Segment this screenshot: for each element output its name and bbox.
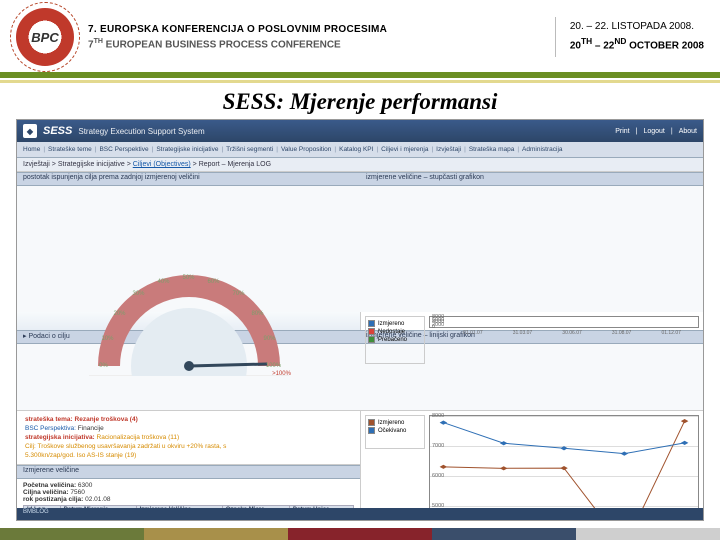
line-legend: IzmjerenoOčekivano <box>365 415 425 449</box>
conference-title-en: 7TH EUROPEAN BUSINESS PROCESS CONFERENCE <box>88 37 541 52</box>
legend-row: Izmjereno <box>368 419 422 426</box>
accent-bar-yellow <box>0 80 720 83</box>
gauge-tick-labels: 0% 10% 20% 30% 40% 50% 60% 70% 80% 90% 100% <box>89 266 289 375</box>
gauge-tick: 30% <box>132 291 144 297</box>
nav-item[interactable]: Katalog KPI <box>339 146 373 153</box>
slide-title: SESS: Mjerenje performansi <box>0 89 720 115</box>
accent-bar-green <box>0 72 720 78</box>
link-logout[interactable]: Logout <box>643 128 664 135</box>
nav-item[interactable]: Ciljevi i mjerenja <box>381 146 428 153</box>
nav-item[interactable]: Administracija <box>522 146 562 153</box>
gauge-tick: 0% <box>99 363 108 369</box>
nav-item[interactable]: Value Proposition <box>281 146 331 153</box>
app-brand: SESS <box>43 125 72 137</box>
app-nav: Home | Strateške teme | BSC Perspektive … <box>17 142 703 158</box>
panel-title-gauge: postotak ispunjenja cilja prema zadnjoj … <box>17 172 360 186</box>
gauge-tick: 50% <box>182 275 194 281</box>
line-panel: IzmjerenoOčekivano 300040005000600070008… <box>360 410 703 521</box>
legend-row: Očekivano <box>368 427 422 434</box>
table-meta: Početna veličina: 6300 Ciljna veličina: … <box>23 482 354 503</box>
gauge-tick: 60% <box>207 279 219 285</box>
panel-title-table: Izmjerene veličine <box>17 465 360 479</box>
bar-panel: IzmjerenoNedostajePrebačeno 020004000600… <box>360 312 703 330</box>
nav-item[interactable]: Strateška mapa <box>469 146 515 153</box>
conference-dates: 20. – 22. LISTOPADA 2008. 20TH – 22ND OC… <box>570 19 704 54</box>
app-logo-icon: ◆ <box>23 124 37 138</box>
app-titlebar: ◆ SESS Strategy Execution Support System… <box>17 120 703 142</box>
gauge-tick: 10% <box>101 336 113 342</box>
sess-app-window: ◆ SESS Strategy Execution Support System… <box>16 119 704 521</box>
bar-chart: 0200040006000800001.01.0731.03.0730.06.0… <box>429 316 699 328</box>
bar-legend: IzmjerenoNedostajePrebačeno <box>365 316 425 364</box>
dates-hr: 20. – 22. LISTOPADA 2008. <box>570 19 704 35</box>
gauge-chart: 0% 10% 20% 30% 40% 50% 60% 70% 80% 90% 100% >100% <box>89 266 289 376</box>
gauge-tick: 20% <box>113 311 125 317</box>
gauge-tick: 90% <box>263 336 275 342</box>
goal-details-panel: strateška tema: Rezanje troškova (4) BSC… <box>17 410 360 464</box>
link-print[interactable]: Print <box>615 128 629 135</box>
legend-row: Izmjereno <box>368 320 422 327</box>
footer-stripe <box>0 528 720 540</box>
gauge-over-label: >100% <box>272 371 291 377</box>
app-subtitle: Strategy Execution Support System <box>78 127 204 136</box>
nav-item[interactable]: Izvještaji <box>436 146 461 153</box>
conference-title-block: 7. EUROPSKA KONFERENCIJA O POSLOVNIM PRO… <box>88 22 541 52</box>
app-footer: BMBLOG <box>17 508 703 520</box>
nav-item[interactable]: BSC Perspektive <box>99 146 148 153</box>
nav-item[interactable]: Strateške teme <box>48 146 92 153</box>
gauge-tick: 100% <box>266 363 281 369</box>
conference-title-hr: 7. EUROPSKA KONFERENCIJA O POSLOVNIM PRO… <box>88 22 541 37</box>
nav-item[interactable]: Home <box>23 146 40 153</box>
header-divider <box>555 17 556 57</box>
breadcrumb: Izvještaji > Strategijske inicijative > … <box>17 158 703 172</box>
nav-item[interactable]: Tržišni segmenti <box>226 146 273 153</box>
dates-en: 20TH – 22ND OCTOBER 2008 <box>570 35 704 54</box>
legend-row: Nedostaje <box>368 328 422 335</box>
legend-row: Prebačeno <box>368 336 422 343</box>
panel-title-bars: izmjerene veličine – stupčasti grafikon <box>360 172 703 186</box>
conference-header: BPC 7. EUROPSKA KONFERENCIJA O POSLOVNIM… <box>0 0 720 70</box>
line-chart: 30004000500060007000800001.01.0731.03.07… <box>429 415 699 521</box>
link-about[interactable]: About <box>679 128 697 135</box>
gauge-panel: 0%10%20%30%40%50%60%70%80%90%100% >100% <box>17 312 360 330</box>
bpc-logo: BPC <box>16 8 74 66</box>
gauge-tick: 40% <box>157 279 169 285</box>
gauge-tick: 80% <box>251 311 263 317</box>
nav-item[interactable]: Strategijske inicijative <box>156 146 218 153</box>
gauge-tick: 70% <box>232 291 244 297</box>
